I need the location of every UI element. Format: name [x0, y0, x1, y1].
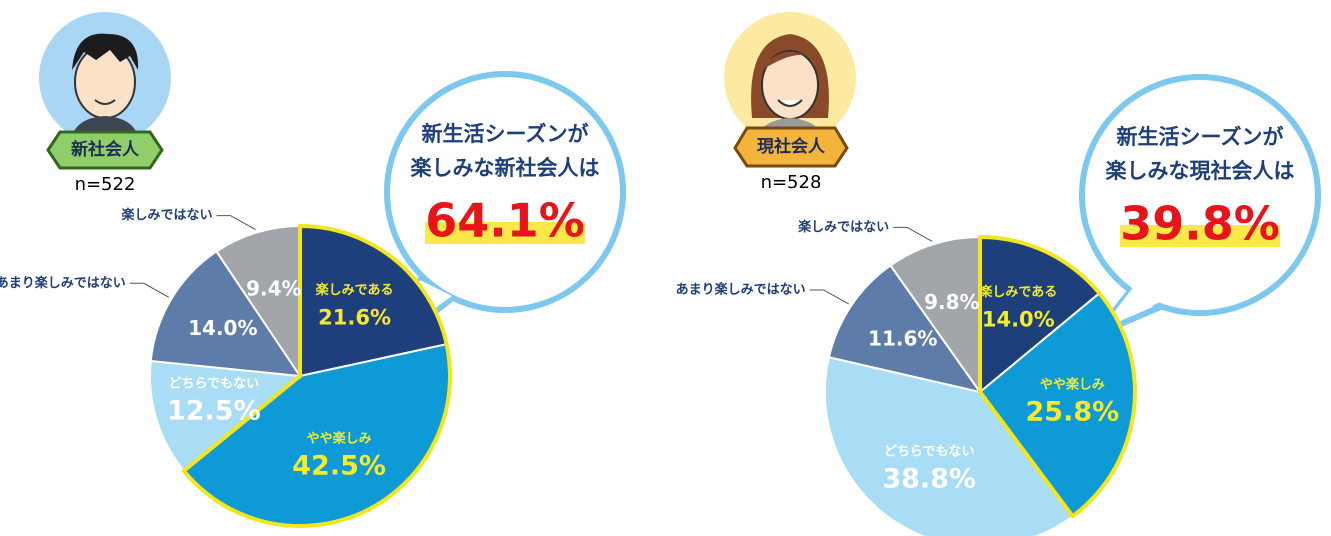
slice-value: 42.5%: [292, 451, 386, 482]
avatar-new-employee: [39, 12, 171, 145]
badge-label: 現社会人: [757, 136, 826, 157]
sample-size: n=522: [75, 174, 136, 195]
slice-value: 14.0%: [188, 316, 257, 340]
outside-category: あまり楽しみではない: [676, 281, 806, 297]
slice-category: どちらでもない: [884, 444, 975, 459]
outside-category: 楽しみではない: [797, 219, 889, 235]
speech-bubble: [1082, 77, 1318, 313]
callout-text: 新生活シーズンが: [1117, 125, 1284, 149]
slice-value: 12.5%: [167, 395, 261, 426]
slice-value: 14.0%: [982, 308, 1055, 332]
slice-category: どちらでもない: [169, 376, 260, 391]
sample-size: n=528: [761, 172, 822, 193]
callout-text: 楽しみな現社会人は: [1106, 159, 1295, 183]
slice-category: やや楽しみ: [307, 431, 372, 447]
callout-value: 64.1%: [425, 194, 585, 248]
leader-line: [810, 290, 849, 304]
outside-category: あまり楽しみではない: [0, 275, 126, 291]
leader-line: [130, 283, 169, 297]
outside-category: 楽しみではない: [120, 207, 212, 223]
avatar-current-employee: [724, 12, 856, 145]
slice-category: やや楽しみ: [1040, 377, 1105, 393]
infographic: 新社会人n=522新生活シーズンが楽しみな新社会人は64.1%楽しみである21.…: [0, 0, 1331, 536]
speech-bubble: [387, 74, 623, 310]
callout-value: 39.8%: [1120, 197, 1280, 251]
slice-value: 38.8%: [882, 463, 976, 494]
callout-text: 楽しみな新社会人は: [411, 156, 600, 180]
slice-value: 21.6%: [318, 305, 391, 329]
slice-category: 楽しみである: [978, 284, 1057, 300]
leader-line: [893, 227, 932, 241]
slice-value: 25.8%: [1026, 397, 1120, 428]
slice-value: 9.8%: [924, 290, 979, 314]
slice-category: 楽しみである: [315, 282, 394, 298]
badge-label: 新社会人: [71, 139, 140, 160]
leader-line: [216, 216, 255, 230]
slice-value: 11.6%: [868, 327, 937, 351]
slice-value: 9.4%: [246, 276, 301, 300]
callout-text: 新生活シーズンが: [422, 122, 589, 146]
